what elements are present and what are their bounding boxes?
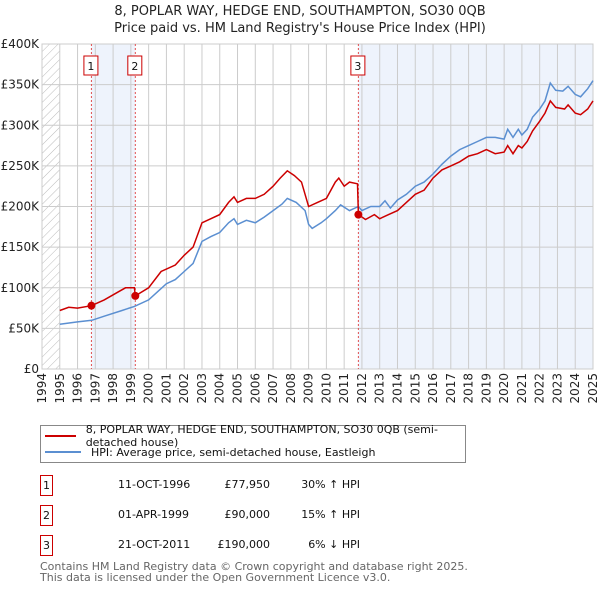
x-tick-label: 1997 bbox=[88, 373, 102, 404]
x-tick-label: 1994 bbox=[35, 373, 49, 404]
x-tick-label: 2005 bbox=[231, 373, 245, 404]
sale-point bbox=[87, 301, 96, 310]
legend-swatch-blue bbox=[45, 451, 81, 453]
x-tick-label: 2017 bbox=[444, 373, 458, 404]
y-tick-label: £250K bbox=[1, 159, 41, 173]
legend-label: HPI: Average price, semi-detached house,… bbox=[91, 445, 376, 459]
legend-item-hpi: HPI: Average price, semi-detached house,… bbox=[45, 444, 375, 460]
plot-area: £0 £50K £100K £150K £200K £250K £300K £350K £400… bbox=[1, 37, 600, 404]
sale-label-number: 2 bbox=[131, 60, 138, 73]
sale-price: £77,950 bbox=[224, 478, 271, 491]
x-tick-label: 2021 bbox=[515, 373, 529, 404]
x-tick-label: 2008 bbox=[284, 373, 298, 404]
sale-date: 21-OCT-2011 bbox=[118, 538, 191, 551]
x-tick-label: 1995 bbox=[53, 373, 67, 404]
x-tick-label: 2010 bbox=[319, 373, 333, 404]
sale-price: £190,000 bbox=[217, 538, 271, 551]
x-tick-label: 2025 bbox=[586, 373, 600, 404]
sale-label-number: 1 bbox=[87, 60, 94, 73]
x-tick-label: 2011 bbox=[337, 373, 351, 404]
sale-label-box bbox=[127, 55, 143, 76]
y-tick-label: £150K bbox=[1, 240, 41, 254]
sale-date: 11-OCT-1996 bbox=[118, 478, 191, 491]
legend: 8, POPLAR WAY, HEDGE END, SOUTHAMPTON, S… bbox=[40, 423, 466, 463]
sale-label-box bbox=[83, 55, 99, 76]
x-tick-label: 2000 bbox=[142, 373, 156, 404]
sale-hpi-diff: 30% ↑ HPI bbox=[301, 478, 360, 491]
y-tick-label: £400K bbox=[1, 37, 41, 51]
y-tick-label: £350K bbox=[1, 78, 41, 92]
hpi-line bbox=[59, 80, 594, 326]
sale-point bbox=[131, 291, 140, 300]
sale-price: £90,000 bbox=[224, 508, 271, 521]
x-tick-label: 2018 bbox=[462, 373, 476, 404]
legend-item-property: 8, POPLAR WAY, HEDGE END, SOUTHAMPTON, S… bbox=[45, 423, 465, 449]
y-tick-label: £50K bbox=[8, 321, 40, 335]
y-tick-label: £300K bbox=[1, 118, 41, 132]
x-tick-label: 2009 bbox=[302, 373, 316, 404]
x-tick-label: 2002 bbox=[177, 373, 191, 404]
x-tick-label: 1998 bbox=[106, 373, 120, 404]
x-tick-label: 2024 bbox=[568, 373, 582, 404]
sale-label-box bbox=[350, 55, 366, 76]
chart-subtitle: Price paid vs. HM Land Registry's House … bbox=[114, 21, 486, 36]
x-tick-label: 2004 bbox=[213, 373, 227, 404]
x-tick-label: 2013 bbox=[373, 373, 387, 404]
sale-number-badge: 1 bbox=[40, 475, 53, 496]
chart-title: 8, POPLAR WAY, HEDGE END, SOUTHAMPTON, S… bbox=[114, 4, 486, 19]
sale-date: 01-APR-1999 bbox=[118, 508, 190, 521]
x-tick-label: 2012 bbox=[355, 373, 369, 404]
x-tick-label: 2015 bbox=[408, 373, 422, 404]
x-tick-label: 2022 bbox=[533, 373, 547, 404]
x-tick-label: 2016 bbox=[426, 373, 440, 404]
legend-label: 8, POPLAR WAY, HEDGE END, SOUTHAMPTON, S… bbox=[85, 423, 438, 449]
x-tick-label: 2014 bbox=[390, 373, 404, 404]
sale-label-number: 3 bbox=[354, 60, 361, 73]
price-paid-line bbox=[59, 99, 594, 312]
x-tick-label: 2006 bbox=[248, 373, 262, 404]
x-tick-label: 2023 bbox=[550, 373, 564, 404]
footer-licence: This data is licensed under the Open Gov… bbox=[40, 571, 391, 584]
y-tick-label: £0 bbox=[24, 362, 39, 376]
x-tick-label: 2020 bbox=[497, 373, 511, 404]
x-tick-label: 2003 bbox=[195, 373, 209, 404]
x-tick-label: 1999 bbox=[124, 373, 138, 404]
y-tick-label: £100K bbox=[1, 281, 41, 295]
x-tick-label: 2001 bbox=[159, 373, 173, 404]
sale-number-badge: 2 bbox=[40, 505, 53, 526]
x-tick-label: 2007 bbox=[266, 373, 280, 404]
x-tick-label: 1996 bbox=[71, 373, 85, 404]
sale-hpi-diff: 6% ↓ HPI bbox=[308, 538, 360, 551]
legend-swatch-red bbox=[45, 435, 76, 437]
plot-border bbox=[41, 43, 594, 370]
sale-point bbox=[354, 210, 363, 219]
x-tick-label: 2019 bbox=[479, 373, 493, 404]
sale-number-badge: 3 bbox=[40, 535, 53, 556]
footer-copyright: Contains HM Land Registry data © Crown c… bbox=[40, 560, 468, 573]
sale-hpi-diff: 15% ↑ HPI bbox=[301, 508, 360, 521]
y-tick-label: £200K bbox=[1, 200, 41, 214]
